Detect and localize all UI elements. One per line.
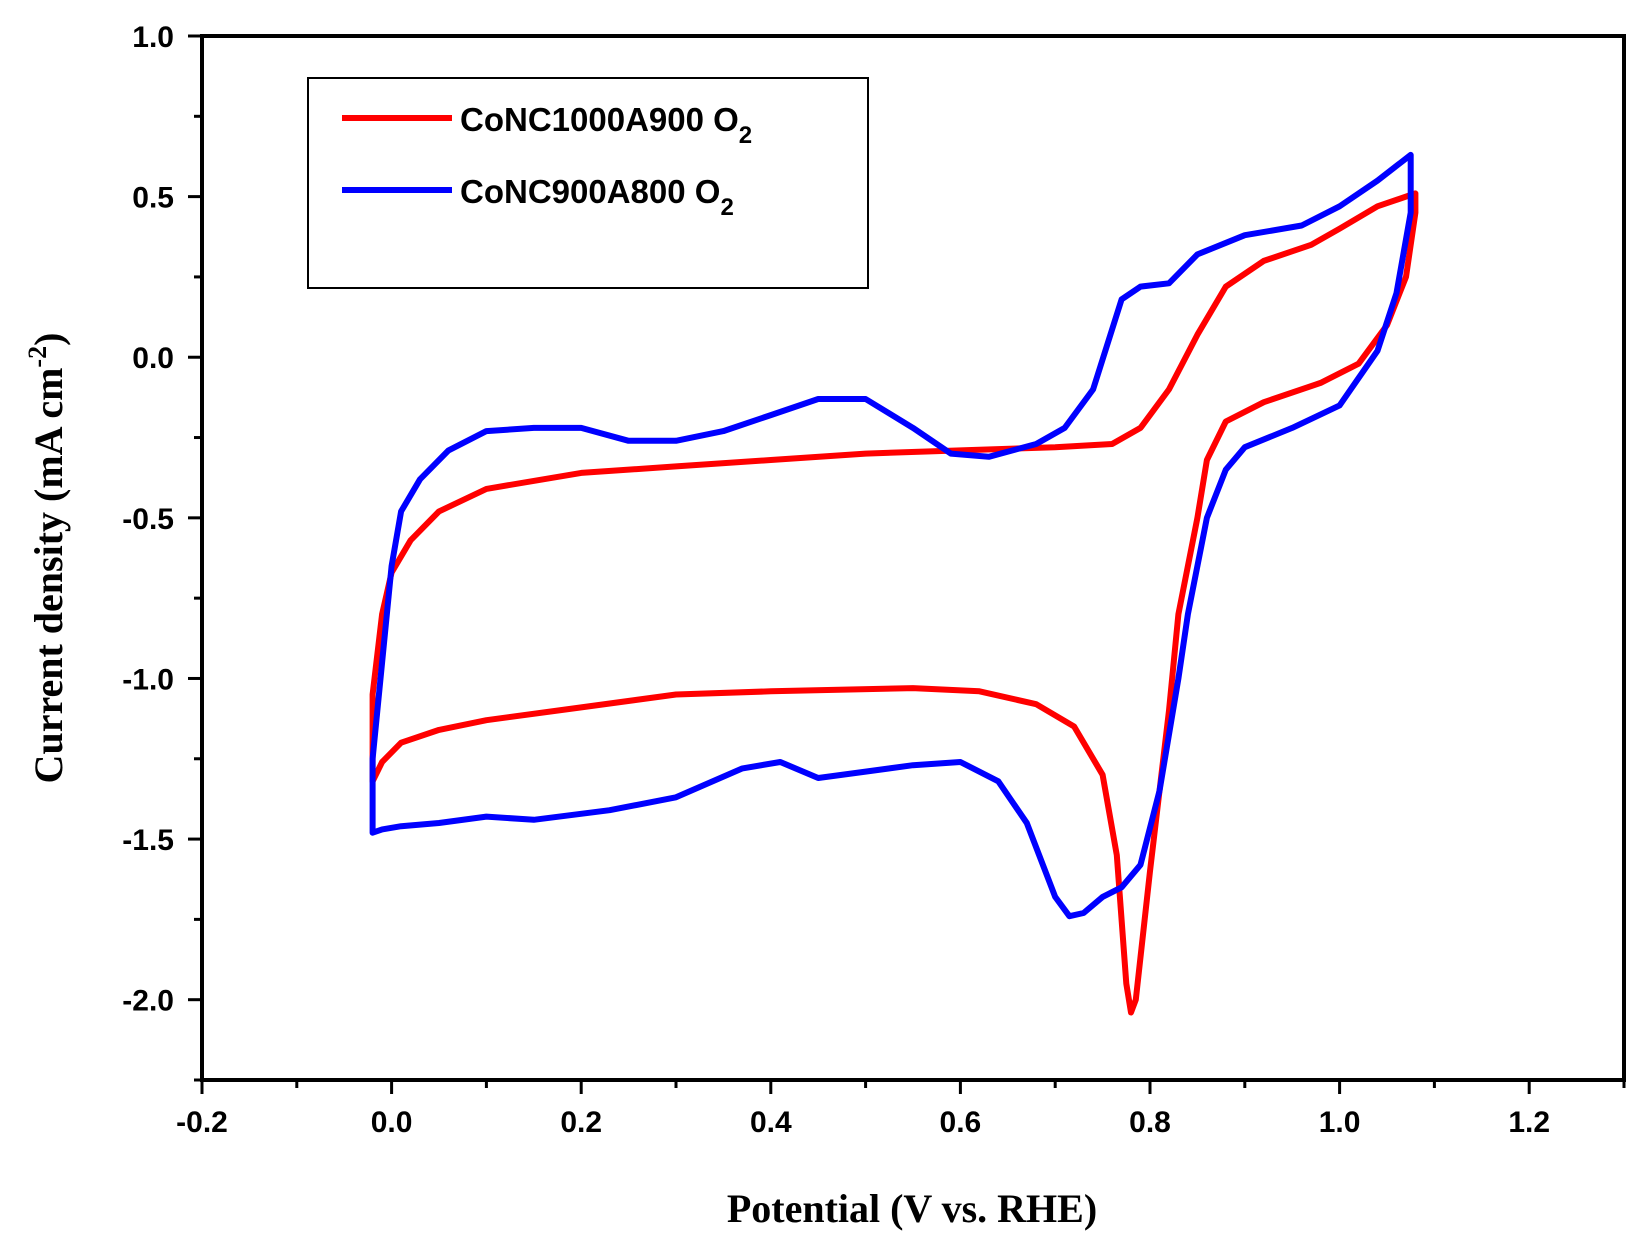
y-axis-title-main: Current density (mA cm [26,368,71,784]
x-tick-label: 0.6 [940,1106,982,1139]
legend: CoNC1000A900 O2 CoNC900A800 O2 [307,77,869,289]
x-tick-label: -0.2 [176,1106,228,1139]
x-tick-label: 1.0 [1319,1106,1361,1139]
legend-label-series-1-name: CoNC1000A900 O [460,101,739,138]
x-tick-label: 0.8 [1129,1106,1171,1139]
legend-label-series-2: CoNC900A800 O2 [460,173,734,221]
x-tick-labels: -0.2 0.0 0.2 0.4 0.6 0.8 1.0 1.2 [176,1106,1550,1139]
series-layer [369,151,1419,1016]
y-tick-label: 0.0 [132,342,174,375]
legend-label-series-1-subscript: 2 [739,122,752,149]
legend-box [307,77,869,289]
y-tick-label: -1.5 [122,824,174,857]
x-tick-label: 0.4 [750,1106,792,1139]
tick-marks [188,34,1626,1094]
x-tick-label: 1.2 [1508,1106,1550,1139]
legend-label-series-2-subscript: 2 [720,194,733,221]
plot-frame [200,34,1626,1082]
series-line-conc1000a900 [369,190,1419,1016]
y-axis-title-suffix: ) [26,333,71,346]
y-axis-title: Current density (mA cm-2) [23,333,71,784]
y-tick-label: -2.0 [122,985,174,1018]
legend-label-series-2-name: CoNC900A800 O [460,173,720,210]
y-tick-label: -1.0 [122,663,174,696]
x-tick-label: 0.0 [371,1106,413,1139]
x-axis-title: Potential (V vs. RHE) [727,1186,1097,1231]
x-tick-label: 0.2 [560,1106,602,1139]
y-tick-label: -0.5 [122,503,174,536]
y-tick-label: 1.0 [132,21,174,54]
y-axis-title-superscript: -2 [23,346,52,368]
y-tick-label: 0.5 [132,182,174,215]
legend-label-series-1: CoNC1000A900 O2 [460,101,752,149]
y-tick-labels: 1.0 0.5 0.0 -0.5 -1.0 -1.5 -2.0 [122,21,174,1018]
series-line-conc900a800 [369,151,1414,920]
